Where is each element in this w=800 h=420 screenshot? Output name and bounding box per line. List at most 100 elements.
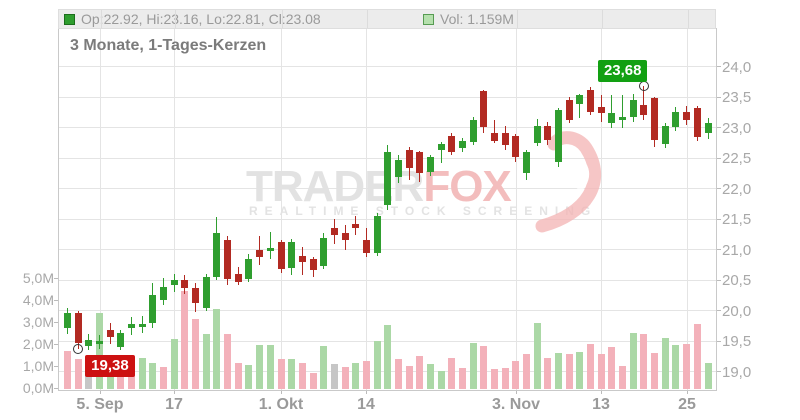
candle-body[interactable] [277, 242, 285, 270]
candle-body[interactable] [533, 125, 541, 143]
volume-bar[interactable] [277, 359, 285, 389]
candle-body[interactable] [544, 125, 552, 140]
volume-bar[interactable] [587, 343, 595, 389]
volume-bar[interactable] [245, 364, 253, 389]
volume-bar[interactable] [619, 365, 627, 389]
candle-body[interactable] [341, 233, 349, 240]
volume-bar[interactable] [469, 342, 477, 389]
candle-body[interactable] [458, 140, 466, 149]
candle-body[interactable] [128, 323, 136, 329]
volume-bar[interactable] [138, 358, 146, 389]
volume-bar[interactable] [160, 367, 168, 389]
candle-body[interactable] [555, 110, 563, 162]
volume-bar[interactable] [437, 370, 445, 389]
candle-body[interactable] [416, 152, 424, 174]
volume-bar[interactable] [480, 346, 488, 389]
candle-body[interactable] [181, 280, 189, 289]
candle-body[interactable] [565, 99, 573, 121]
candle-body[interactable] [651, 98, 659, 140]
volume-bar[interactable] [266, 345, 274, 389]
volume-bar[interactable] [234, 362, 242, 389]
candle-body[interactable] [640, 105, 648, 115]
candle-body[interactable] [608, 113, 616, 124]
volume-bar[interactable] [491, 369, 498, 389]
candle-body[interactable] [373, 215, 381, 253]
candle-body[interactable] [426, 156, 434, 173]
candle-body[interactable] [117, 333, 125, 347]
volume-bar[interactable] [629, 332, 637, 389]
candle-body[interactable] [149, 295, 157, 324]
candle-body[interactable] [448, 135, 456, 153]
volume-bar[interactable] [416, 356, 424, 389]
candle-body[interactable] [469, 120, 477, 143]
volume-bar[interactable] [298, 363, 306, 389]
candle-body[interactable] [266, 248, 274, 251]
candle-body[interactable] [501, 133, 509, 146]
volume-bar[interactable] [544, 358, 552, 389]
candle-body[interactable] [192, 288, 200, 304]
candle-body[interactable] [437, 143, 445, 151]
candle-body[interactable] [138, 324, 146, 327]
volume-bar[interactable] [651, 352, 659, 389]
volume-bar[interactable] [501, 368, 509, 389]
candle-body[interactable] [384, 152, 392, 206]
candle-body[interactable] [362, 239, 370, 253]
volume-bar[interactable] [74, 359, 82, 389]
candle-body[interactable] [256, 249, 264, 257]
candle-body[interactable] [480, 91, 488, 128]
volume-bar[interactable] [458, 368, 466, 389]
volume-bar[interactable] [555, 352, 563, 389]
volume-bar[interactable] [608, 347, 616, 389]
candle-body[interactable] [64, 313, 71, 328]
volume-bar[interactable] [181, 291, 189, 389]
volume-bar[interactable] [320, 346, 328, 389]
volume-bar[interactable] [128, 369, 136, 389]
volume-bar[interactable] [512, 361, 520, 389]
volume-bar[interactable] [213, 309, 221, 389]
volume-bar[interactable] [96, 313, 104, 389]
volume-bar[interactable] [352, 362, 360, 389]
candle-body[interactable] [234, 274, 242, 283]
candle-body[interactable] [352, 224, 360, 228]
volume-bar[interactable] [117, 364, 125, 389]
volume-bar[interactable] [426, 363, 434, 389]
candle-body[interactable] [587, 89, 595, 112]
candle-body[interactable] [160, 286, 168, 300]
volume-bar[interactable] [256, 345, 264, 389]
candle-body[interactable] [394, 160, 402, 178]
volume-bar[interactable] [149, 362, 157, 389]
volume-bar[interactable] [565, 353, 573, 389]
candle-body[interactable] [330, 227, 338, 236]
volume-bar[interactable] [576, 351, 584, 389]
volume-bar[interactable] [64, 350, 71, 389]
candle-body[interactable] [672, 111, 680, 128]
candle-body[interactable] [693, 108, 701, 138]
candle-body[interactable] [320, 237, 328, 267]
volume-bar[interactable] [597, 353, 605, 389]
volume-bar[interactable] [309, 372, 317, 389]
candle-body[interactable] [523, 152, 531, 173]
volume-bar[interactable] [384, 325, 392, 389]
candle-body[interactable] [202, 276, 210, 309]
candle-body[interactable] [224, 239, 232, 279]
volume-bar[interactable] [288, 359, 296, 389]
candle-body[interactable] [491, 132, 498, 141]
volume-bar[interactable] [330, 363, 338, 389]
candle-body[interactable] [597, 106, 605, 114]
volume-bar[interactable] [533, 323, 541, 389]
candle-body[interactable] [85, 339, 93, 347]
volume-bar[interactable] [341, 367, 349, 389]
candle-body[interactable] [288, 241, 296, 268]
volume-bar[interactable] [661, 338, 669, 389]
candle-body[interactable] [405, 150, 413, 168]
candle-body[interactable] [576, 95, 584, 104]
candle-body[interactable] [619, 117, 627, 120]
volume-bar[interactable] [373, 341, 381, 389]
volume-bar[interactable] [683, 343, 691, 389]
volume-bar[interactable] [394, 359, 402, 389]
volume-bar[interactable] [224, 334, 232, 389]
volume-bar[interactable] [640, 334, 648, 389]
volume-bar[interactable] [523, 353, 531, 389]
candle-body[interactable] [245, 258, 253, 279]
candle-body[interactable] [661, 125, 669, 144]
